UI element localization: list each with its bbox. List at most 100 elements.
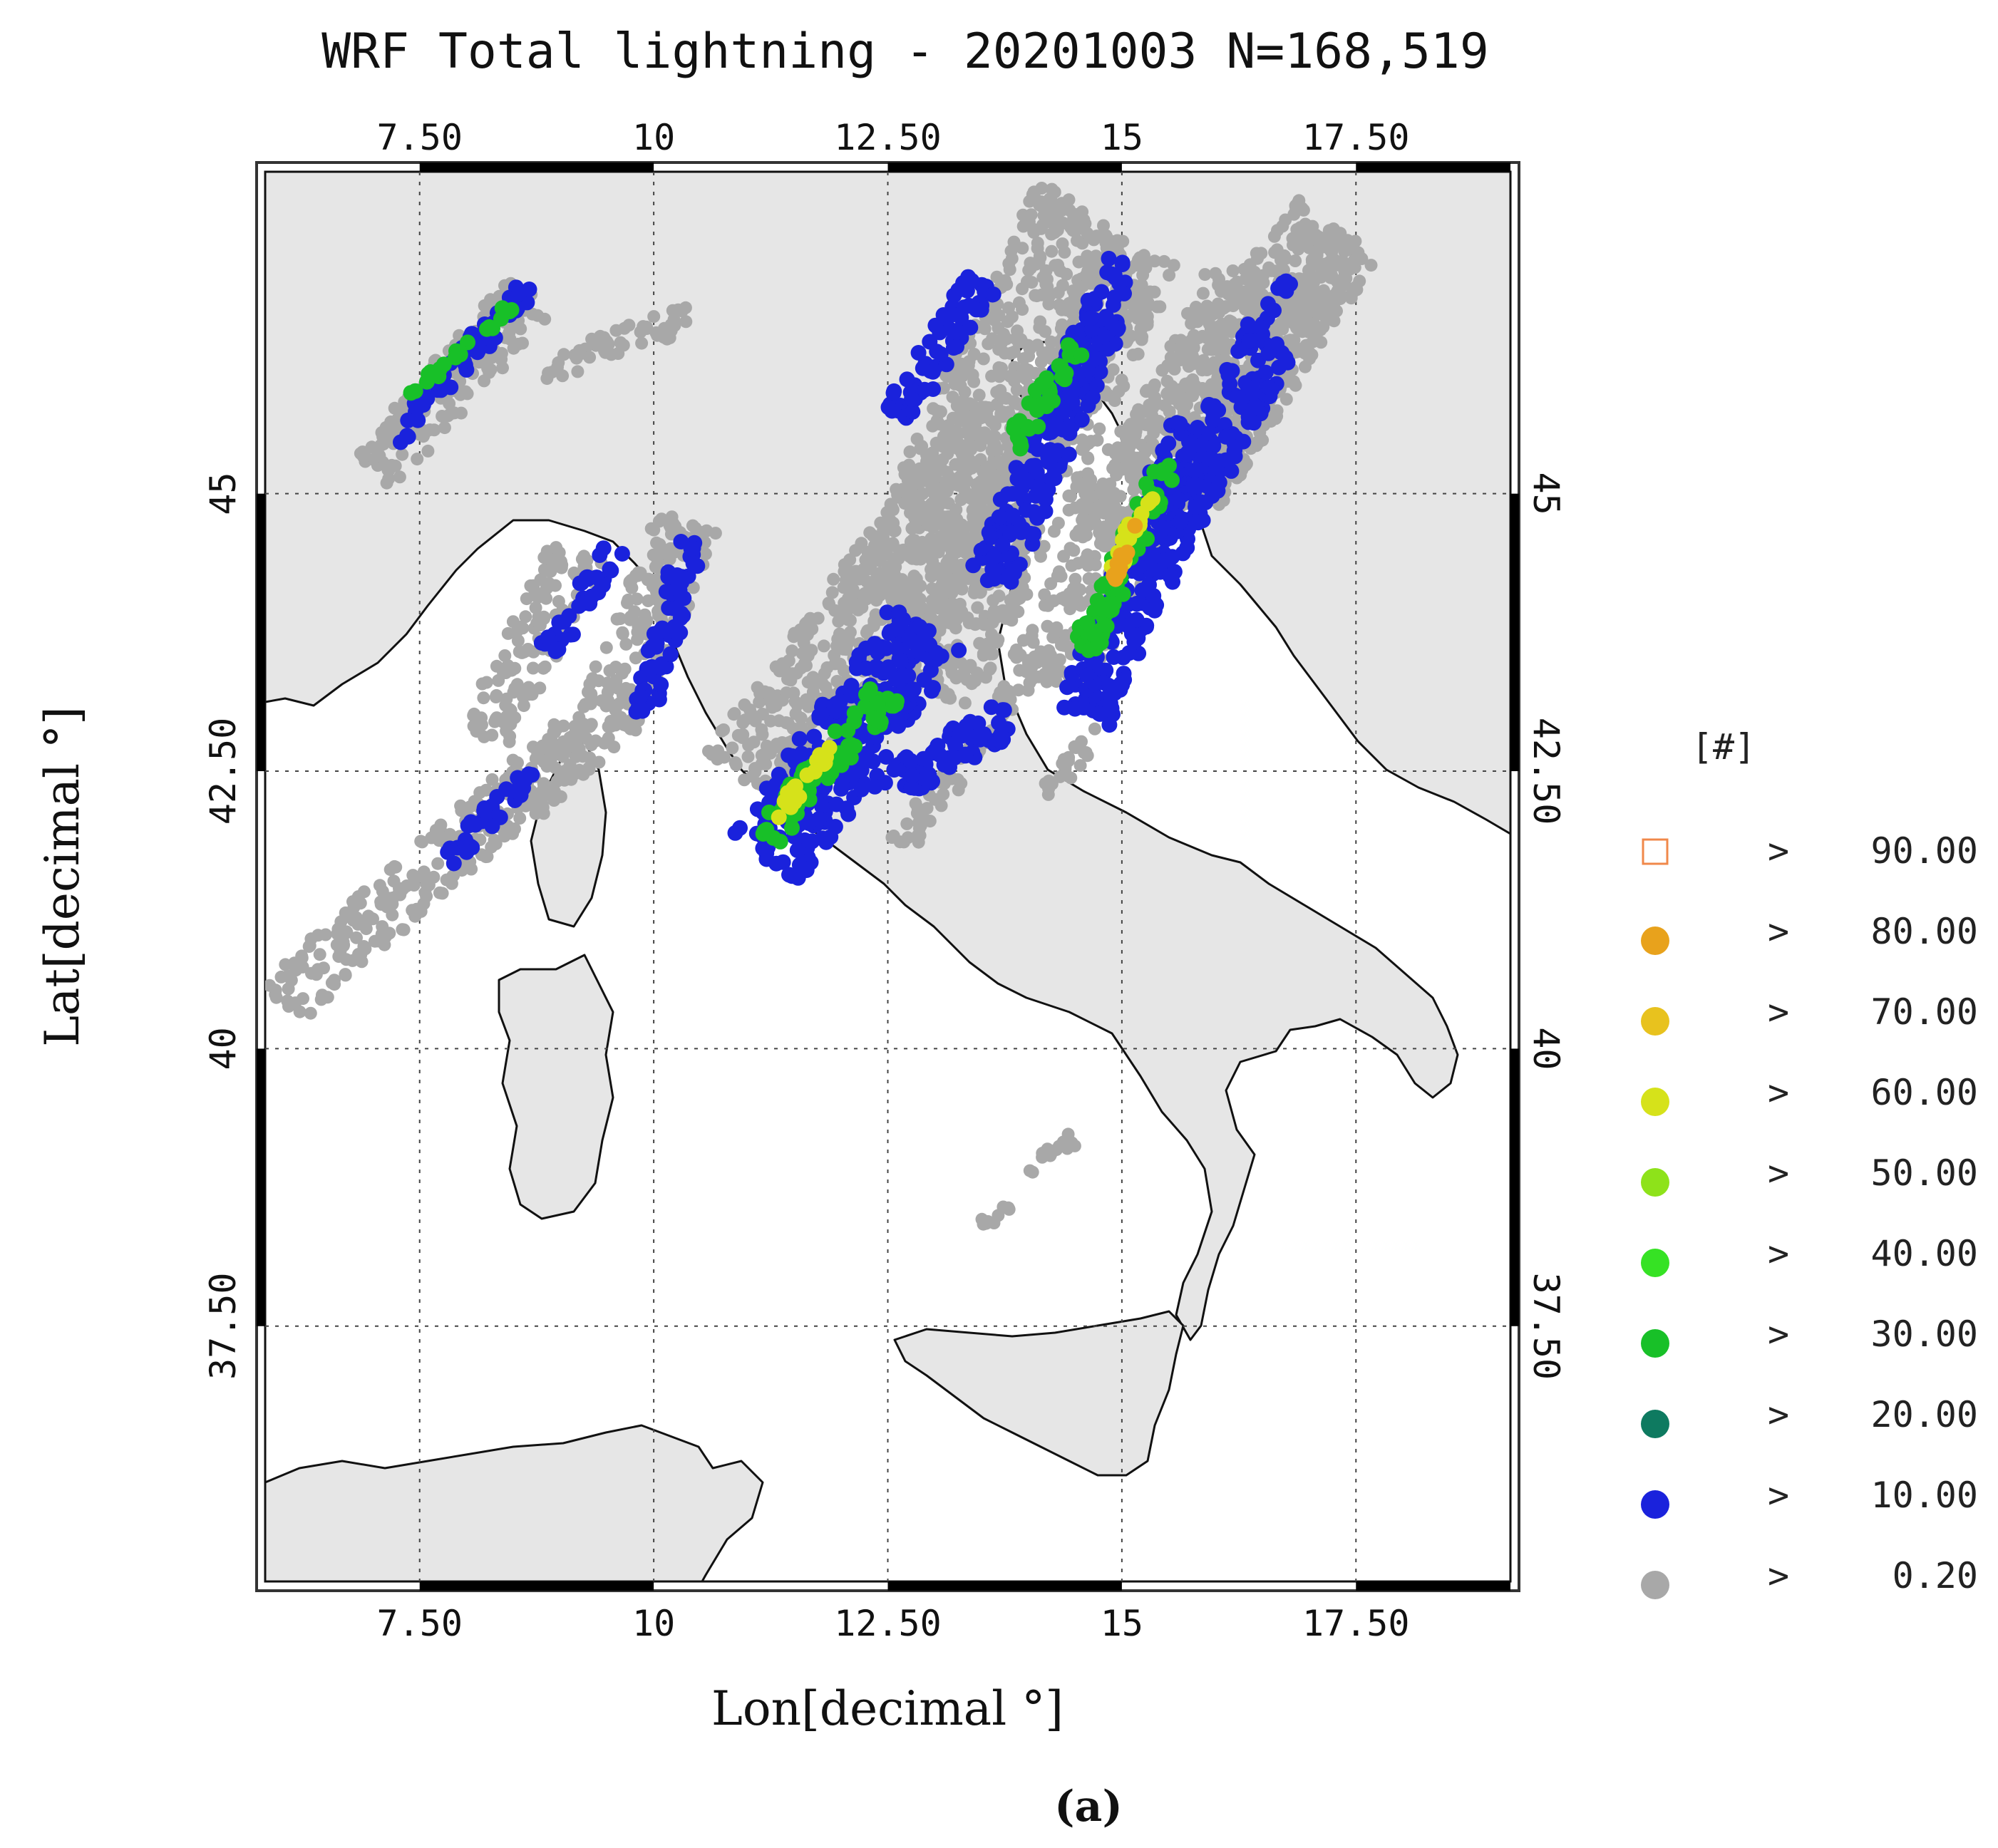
lightning-point [986,549,1002,565]
lightning-point [780,686,793,700]
lightning-point [768,855,785,872]
lightning-point [533,619,547,632]
lightning-point [634,702,650,718]
lightning-point [827,723,843,740]
lightning-point [1141,494,1158,510]
lightning-point [937,788,950,801]
lightning-point [1364,259,1378,272]
lightning-point [886,503,900,517]
lightning-point [814,798,830,815]
lightning-point [977,465,990,478]
lightning-point [577,700,590,713]
lightning-point [788,695,802,708]
lightning-point [498,830,511,843]
lightning-point [879,604,895,621]
lightning-point [583,678,597,691]
lightning-point [1037,209,1051,222]
lightning-point [1295,228,1309,242]
lightning-point [1323,243,1337,256]
lightning-point [635,336,649,350]
lightning-point [927,317,944,334]
lightning-point [877,530,890,544]
lightning-point [794,661,808,675]
lightning-point [504,703,517,717]
lightning-point [861,624,875,637]
lightning-point [1004,507,1021,524]
lightning-point [679,315,693,329]
lightning-point [827,572,840,586]
lightning-point [913,462,926,475]
lightning-point [632,688,649,705]
lightning-point [772,740,786,753]
lightning-point [800,815,817,831]
lightning-point [726,741,739,755]
lightning-point [631,633,644,646]
lightning-point [936,453,949,466]
lightning-point [1156,552,1173,569]
lightning-point [653,538,666,551]
lightning-point [840,557,853,571]
lightning-point [515,780,532,796]
lightning-point [1264,415,1277,428]
lightning-point [526,661,540,675]
lightning-point [1099,480,1113,493]
lightning-point [1341,234,1354,247]
lightning-point [1158,254,1171,268]
lightning-point [858,562,872,575]
chart-title: WRF Total lightning - 20201003 N=168,519 [321,24,1489,80]
lightning-point [1164,339,1178,353]
lightning-point [912,513,926,526]
lightning-point [828,703,844,720]
lightning-point [927,402,940,415]
lightning-point [741,750,755,763]
lightning-point [498,649,512,662]
lightning-point [1057,549,1071,563]
lightning-point [1062,383,1078,399]
lightning-point [1083,321,1100,338]
lightning-point [549,579,562,592]
lightning-point [1045,244,1059,258]
lightning-point [537,777,550,790]
lightning-point [465,862,478,876]
lightning-point [1107,269,1123,286]
lightning-point [1171,353,1185,366]
lightning-point [540,372,554,386]
lightning-point [584,588,600,604]
lightning-point [910,345,927,361]
lightning-point [937,432,950,445]
x-tick-label-bottom: 10 [632,1603,675,1644]
lightning-point [1282,375,1295,388]
lightning-point [992,589,1006,603]
lightning-point [1041,388,1058,405]
lightning-point [975,494,989,507]
lightning-point [560,773,573,786]
lightning-point [956,369,969,383]
lightning-point [925,455,939,469]
lightning-point [1309,244,1322,258]
lightning-point [954,532,967,545]
lightning-point [475,718,488,731]
lightning-point [926,419,939,433]
lightning-point [699,547,712,561]
lightning-point [1245,415,1262,431]
lightning-point [756,728,769,741]
lightning-point [993,728,1009,744]
lightning-point [928,507,942,521]
lightning-point [1076,511,1090,525]
lightning-point [664,542,677,555]
lightning-point [618,321,631,335]
lightning-point [1329,258,1343,272]
lightning-point [1302,325,1315,339]
lightning-point [1026,526,1042,542]
lightning-point [771,809,787,825]
lightning-point [838,800,855,817]
lightning-point [1016,634,1030,647]
lightning-point [904,682,920,698]
lightning-point [436,356,452,373]
lightning-point [947,735,963,752]
lightning-point [393,470,406,484]
lightning-point [1076,237,1089,250]
lightning-point [1124,309,1138,322]
lightning-point [965,557,982,574]
lightning-point [664,318,678,331]
